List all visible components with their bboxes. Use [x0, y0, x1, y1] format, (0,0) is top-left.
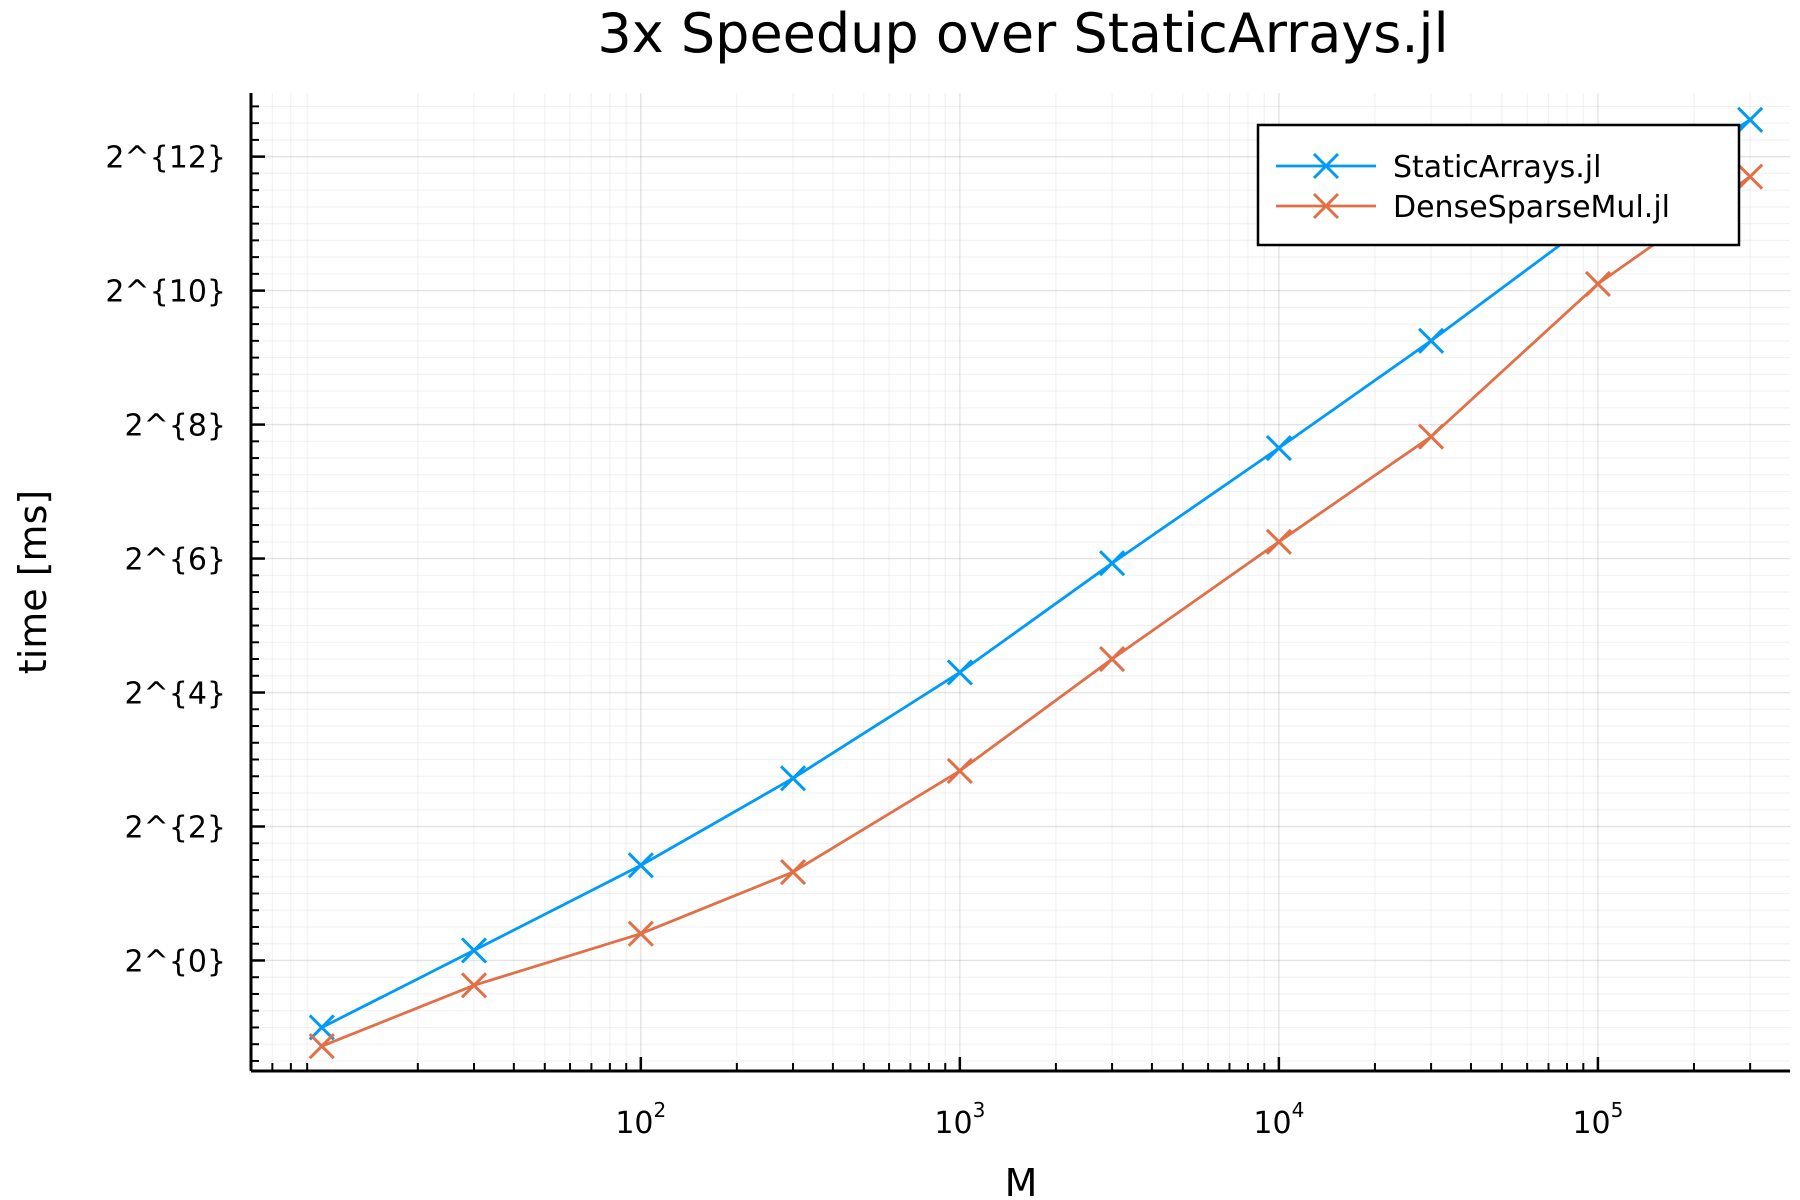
series-line-staticarrays-jl — [321, 118, 1751, 1029]
x-axis-label: M — [1005, 1161, 1038, 1200]
series-line-densesparsemul-jl — [321, 175, 1751, 1048]
data-point-densesparsemul-jl — [460, 972, 488, 999]
grid-minor — [251, 93, 1790, 1071]
data-point-staticarrays-jl — [460, 937, 488, 964]
y-ticks: 2^{0} 2^{2} 2^{4} 2^{6} 2^{8} 2^{10} 2^{12} — [105, 105, 265, 1062]
chart-title: 3x Speedup over StaticArrays.jl — [597, 2, 1448, 65]
data-point-staticarrays-jl — [1265, 434, 1292, 462]
y-tick-label: 2^{8} — [125, 409, 226, 444]
legend-box — [1256, 123, 1741, 247]
data-point-densesparsemul-jl — [946, 757, 973, 784]
x-tick-label: 102 — [615, 1098, 666, 1141]
data-point-staticarrays-jl — [1737, 106, 1764, 133]
legend-entry-densesparsemul: DenseSparseMul.jl — [1276, 190, 1670, 225]
y-tick-label: 2^{10} — [105, 275, 226, 310]
legend-entry-staticarrays: StaticArrays.jl — [1276, 150, 1601, 185]
data-point-staticarrays-jl — [946, 659, 973, 686]
x-ticks: 102 103 104 105 — [271, 1057, 1752, 1141]
y-axis-label: time [ms] — [11, 490, 55, 674]
legend: StaticArrays.jl DenseSparseMul.jl — [1256, 123, 1741, 247]
y-tick-label: 2^{12} — [105, 141, 226, 176]
data-point-staticarrays-jl — [627, 852, 654, 879]
data-point-densesparsemul-jl — [1584, 270, 1611, 297]
data-point-densesparsemul-jl — [1737, 163, 1764, 190]
y-tick-label: 2^{6} — [125, 543, 226, 578]
axes — [249, 93, 1790, 1073]
data-point-densesparsemul-jl — [779, 858, 807, 886]
grid-major — [251, 93, 1790, 1071]
legend-label-staticarrays: StaticArrays.jl — [1393, 150, 1601, 185]
y-tick-label: 2^{2} — [125, 811, 226, 846]
y-tick-label: 2^{4} — [125, 677, 226, 712]
data-point-densesparsemul-jl — [1265, 528, 1292, 555]
data-point-staticarrays-jl — [779, 765, 807, 792]
legend-label-densesparsemul: DenseSparseMul.jl — [1393, 190, 1670, 225]
data-point-densesparsemul-jl — [1099, 645, 1126, 673]
data-point-staticarrays-jl — [1099, 550, 1126, 577]
y-tick-label: 2^{0} — [125, 944, 226, 979]
data-point-densesparsemul-jl — [308, 1033, 335, 1060]
legend-marker-densesparsemul — [1312, 192, 1340, 220]
x-tick-label: 105 — [1572, 1098, 1623, 1141]
data-point-staticarrays-jl — [308, 1014, 335, 1041]
data-point-densesparsemul-jl — [1418, 423, 1445, 450]
data-point-densesparsemul-jl — [627, 920, 654, 947]
legend-marker-staticarrays — [1312, 152, 1340, 180]
x-tick-label: 104 — [1253, 1098, 1304, 1141]
data-point-staticarrays-jl — [1418, 327, 1445, 354]
x-tick-label: 103 — [934, 1098, 985, 1141]
